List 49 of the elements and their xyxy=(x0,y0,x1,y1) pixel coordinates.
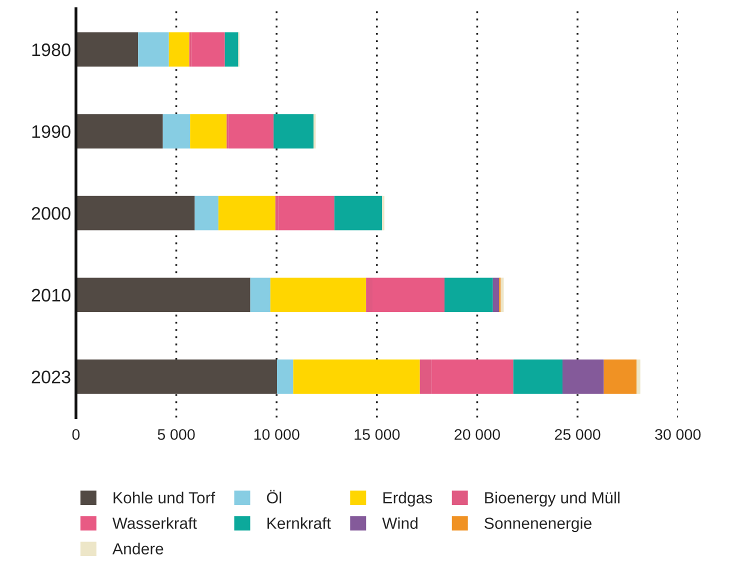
y-tick-label: 1990 xyxy=(32,125,70,138)
bar xyxy=(278,196,334,230)
legend-label: Öl xyxy=(266,490,282,504)
x-tick-label: 15 000 xyxy=(354,429,400,440)
legend-label: Sonnenenergie xyxy=(484,517,592,532)
bar xyxy=(276,359,294,394)
bar xyxy=(562,359,604,394)
bar xyxy=(604,359,637,394)
x-tick-label: 25 000 xyxy=(554,429,600,440)
bar xyxy=(76,196,195,230)
legend-label: Bioenergy und Müll xyxy=(485,492,620,507)
bar xyxy=(636,359,640,394)
y-tick-label: 2000 xyxy=(32,207,70,220)
bar xyxy=(190,114,227,148)
legend-label: Wasserkraft xyxy=(112,517,197,529)
bar xyxy=(228,114,274,148)
bar xyxy=(76,114,163,148)
x-tick-label: 30 000 xyxy=(655,429,701,440)
bar xyxy=(293,359,420,394)
bar xyxy=(250,278,270,312)
bar xyxy=(492,278,500,312)
y-tick-label: 1980 xyxy=(32,43,70,56)
bar xyxy=(76,278,250,312)
bar xyxy=(162,114,190,148)
bar xyxy=(168,32,190,67)
bar xyxy=(76,32,138,67)
legend-label: Erdgas xyxy=(383,492,432,507)
legend-label: Kernkraft xyxy=(268,517,331,529)
bar xyxy=(513,359,562,394)
legend-label: Kohle und Torf xyxy=(114,492,216,504)
bar xyxy=(218,196,276,230)
bar xyxy=(444,278,493,312)
bar xyxy=(334,196,382,230)
bar xyxy=(194,196,218,230)
x-tick-label: 5 000 xyxy=(158,429,195,440)
bar xyxy=(76,359,277,394)
bar xyxy=(270,278,366,312)
x-tick-label: 20 000 xyxy=(454,429,500,440)
bar xyxy=(500,278,504,312)
y-tick-label: 2023 xyxy=(32,370,70,384)
x-tick-label: 0 xyxy=(72,429,80,440)
y-tick-label: 2010 xyxy=(32,288,70,302)
legend-label: Wind xyxy=(382,517,418,529)
bar xyxy=(138,32,169,67)
bar xyxy=(191,32,225,67)
x-tick-label: 10 000 xyxy=(254,429,300,440)
bar xyxy=(274,114,314,148)
bar xyxy=(224,32,238,67)
legend-label: Andere xyxy=(112,542,164,554)
